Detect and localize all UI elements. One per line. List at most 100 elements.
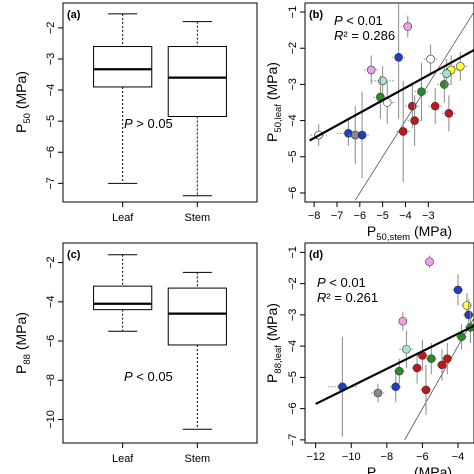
x-tick-label: Leaf bbox=[112, 453, 134, 465]
point-marker bbox=[394, 52, 403, 62]
data-point bbox=[391, 3, 406, 119]
data-point bbox=[403, 15, 413, 38]
data-point bbox=[364, 55, 379, 85]
y-tick-label: −4 bbox=[45, 84, 57, 97]
point-marker bbox=[357, 130, 367, 140]
y-tick-label: −6 bbox=[287, 402, 299, 415]
data-point bbox=[420, 364, 432, 415]
point-marker bbox=[453, 285, 463, 295]
x-tick-label: Leaf bbox=[112, 212, 134, 224]
x-tick-label: −6 bbox=[354, 210, 367, 222]
point-marker bbox=[427, 354, 436, 363]
data-point bbox=[456, 324, 467, 350]
y-tick-label: −2 bbox=[45, 256, 57, 269]
point-marker bbox=[455, 62, 465, 71]
y-axis-label: P88 (MPa) bbox=[13, 312, 33, 374]
y-tick-label: −7 bbox=[287, 434, 299, 447]
panel-label: (a) bbox=[67, 9, 81, 21]
y-tick-label: −2 bbox=[287, 42, 299, 55]
y-tick-label: −6 bbox=[45, 146, 57, 159]
x-tick-label: −7 bbox=[331, 210, 344, 222]
y-tick-label: −10 bbox=[45, 410, 57, 429]
y-tick-label: −2 bbox=[45, 22, 57, 35]
plot-frame bbox=[304, 2, 474, 203]
regression-line bbox=[315, 324, 474, 405]
p-value-annotation: P < 0.01 bbox=[317, 275, 366, 290]
point-marker bbox=[440, 80, 449, 89]
regression-line bbox=[309, 49, 474, 142]
data-point bbox=[423, 44, 438, 74]
box-leaf: Leaf bbox=[93, 13, 153, 224]
point-marker bbox=[378, 76, 387, 86]
plot-frame bbox=[304, 242, 474, 444]
point-marker bbox=[443, 354, 452, 363]
y-tick-label: −1 bbox=[287, 6, 299, 19]
point-marker bbox=[391, 382, 401, 392]
x-tick-label: −8 bbox=[381, 451, 394, 463]
panel-d: −1 −2 −3 −4 −5 −6 −7 P88,leaf (MPa) (d) −12 −10 −8 −… bbox=[264, 242, 474, 474]
y-tick-label: −5 bbox=[287, 371, 299, 384]
point-marker bbox=[398, 127, 408, 136]
x-tick-label: −8 bbox=[308, 210, 321, 222]
plot-area bbox=[309, 3, 474, 201]
panel-label: (d) bbox=[309, 249, 323, 261]
point-marker bbox=[425, 257, 434, 267]
x-axis-label: P88,stem (MPa) bbox=[367, 464, 452, 474]
iqr-box bbox=[167, 46, 227, 117]
point-marker bbox=[462, 301, 472, 310]
data-point bbox=[373, 75, 388, 119]
point-marker bbox=[366, 65, 376, 75]
x-axis-label: P50,stem (MPa) bbox=[367, 223, 452, 243]
point-marker bbox=[442, 69, 451, 78]
iqr-box bbox=[167, 287, 227, 346]
panel-label: (b) bbox=[309, 9, 323, 21]
data-point bbox=[370, 383, 386, 403]
y-tick-label: −2 bbox=[287, 277, 299, 290]
data-point bbox=[411, 352, 423, 384]
data-point bbox=[441, 343, 453, 375]
point-marker bbox=[417, 87, 426, 96]
point-marker bbox=[412, 363, 422, 373]
significance-annotation: P < 0.05 bbox=[124, 369, 173, 384]
x-tick-label: Stem bbox=[184, 212, 210, 224]
data-point bbox=[436, 349, 448, 381]
point-marker bbox=[402, 344, 411, 354]
data-point bbox=[407, 95, 422, 146]
y-tick-label: −6 bbox=[287, 187, 299, 200]
x-tick-label: −3 bbox=[422, 210, 435, 222]
data-point bbox=[371, 66, 395, 96]
y-axis-label: P50,leaf (MPa) bbox=[264, 62, 284, 142]
point-marker bbox=[444, 109, 454, 118]
y-tick-label: −8 bbox=[45, 374, 57, 387]
point-marker bbox=[373, 388, 383, 398]
box-leaf: Leaf bbox=[93, 254, 153, 465]
y-tick-label: −3 bbox=[45, 53, 57, 66]
r-squared-annotation: R² = 0.286 bbox=[334, 28, 395, 43]
point-marker bbox=[430, 101, 440, 111]
panel-label: (c) bbox=[67, 249, 81, 261]
point-marker bbox=[410, 116, 419, 125]
x-tick-label: −4 bbox=[399, 210, 412, 222]
point-marker bbox=[403, 22, 413, 31]
y-axis-label: P50 (MPa) bbox=[13, 71, 33, 133]
data-point bbox=[355, 91, 369, 179]
y-tick-label: −5 bbox=[45, 115, 57, 128]
point-marker bbox=[408, 101, 417, 111]
x-tick-label: −4 bbox=[452, 451, 465, 463]
point-marker bbox=[437, 360, 447, 370]
x-tick-label: −10 bbox=[342, 451, 361, 463]
y-tick-label: −7 bbox=[45, 177, 57, 190]
data-point bbox=[428, 88, 443, 125]
p-value-annotation: P < 0.01 bbox=[334, 13, 383, 28]
r-squared-annotation: R² = 0.261 bbox=[317, 290, 378, 305]
data-point bbox=[425, 255, 434, 268]
data-point bbox=[396, 80, 411, 183]
plot-frame bbox=[62, 242, 258, 444]
data-point bbox=[425, 343, 437, 375]
iqr-box bbox=[93, 285, 153, 311]
data-point bbox=[414, 62, 429, 121]
y-tick-label: −4 bbox=[287, 340, 299, 353]
data-point bbox=[398, 311, 408, 331]
